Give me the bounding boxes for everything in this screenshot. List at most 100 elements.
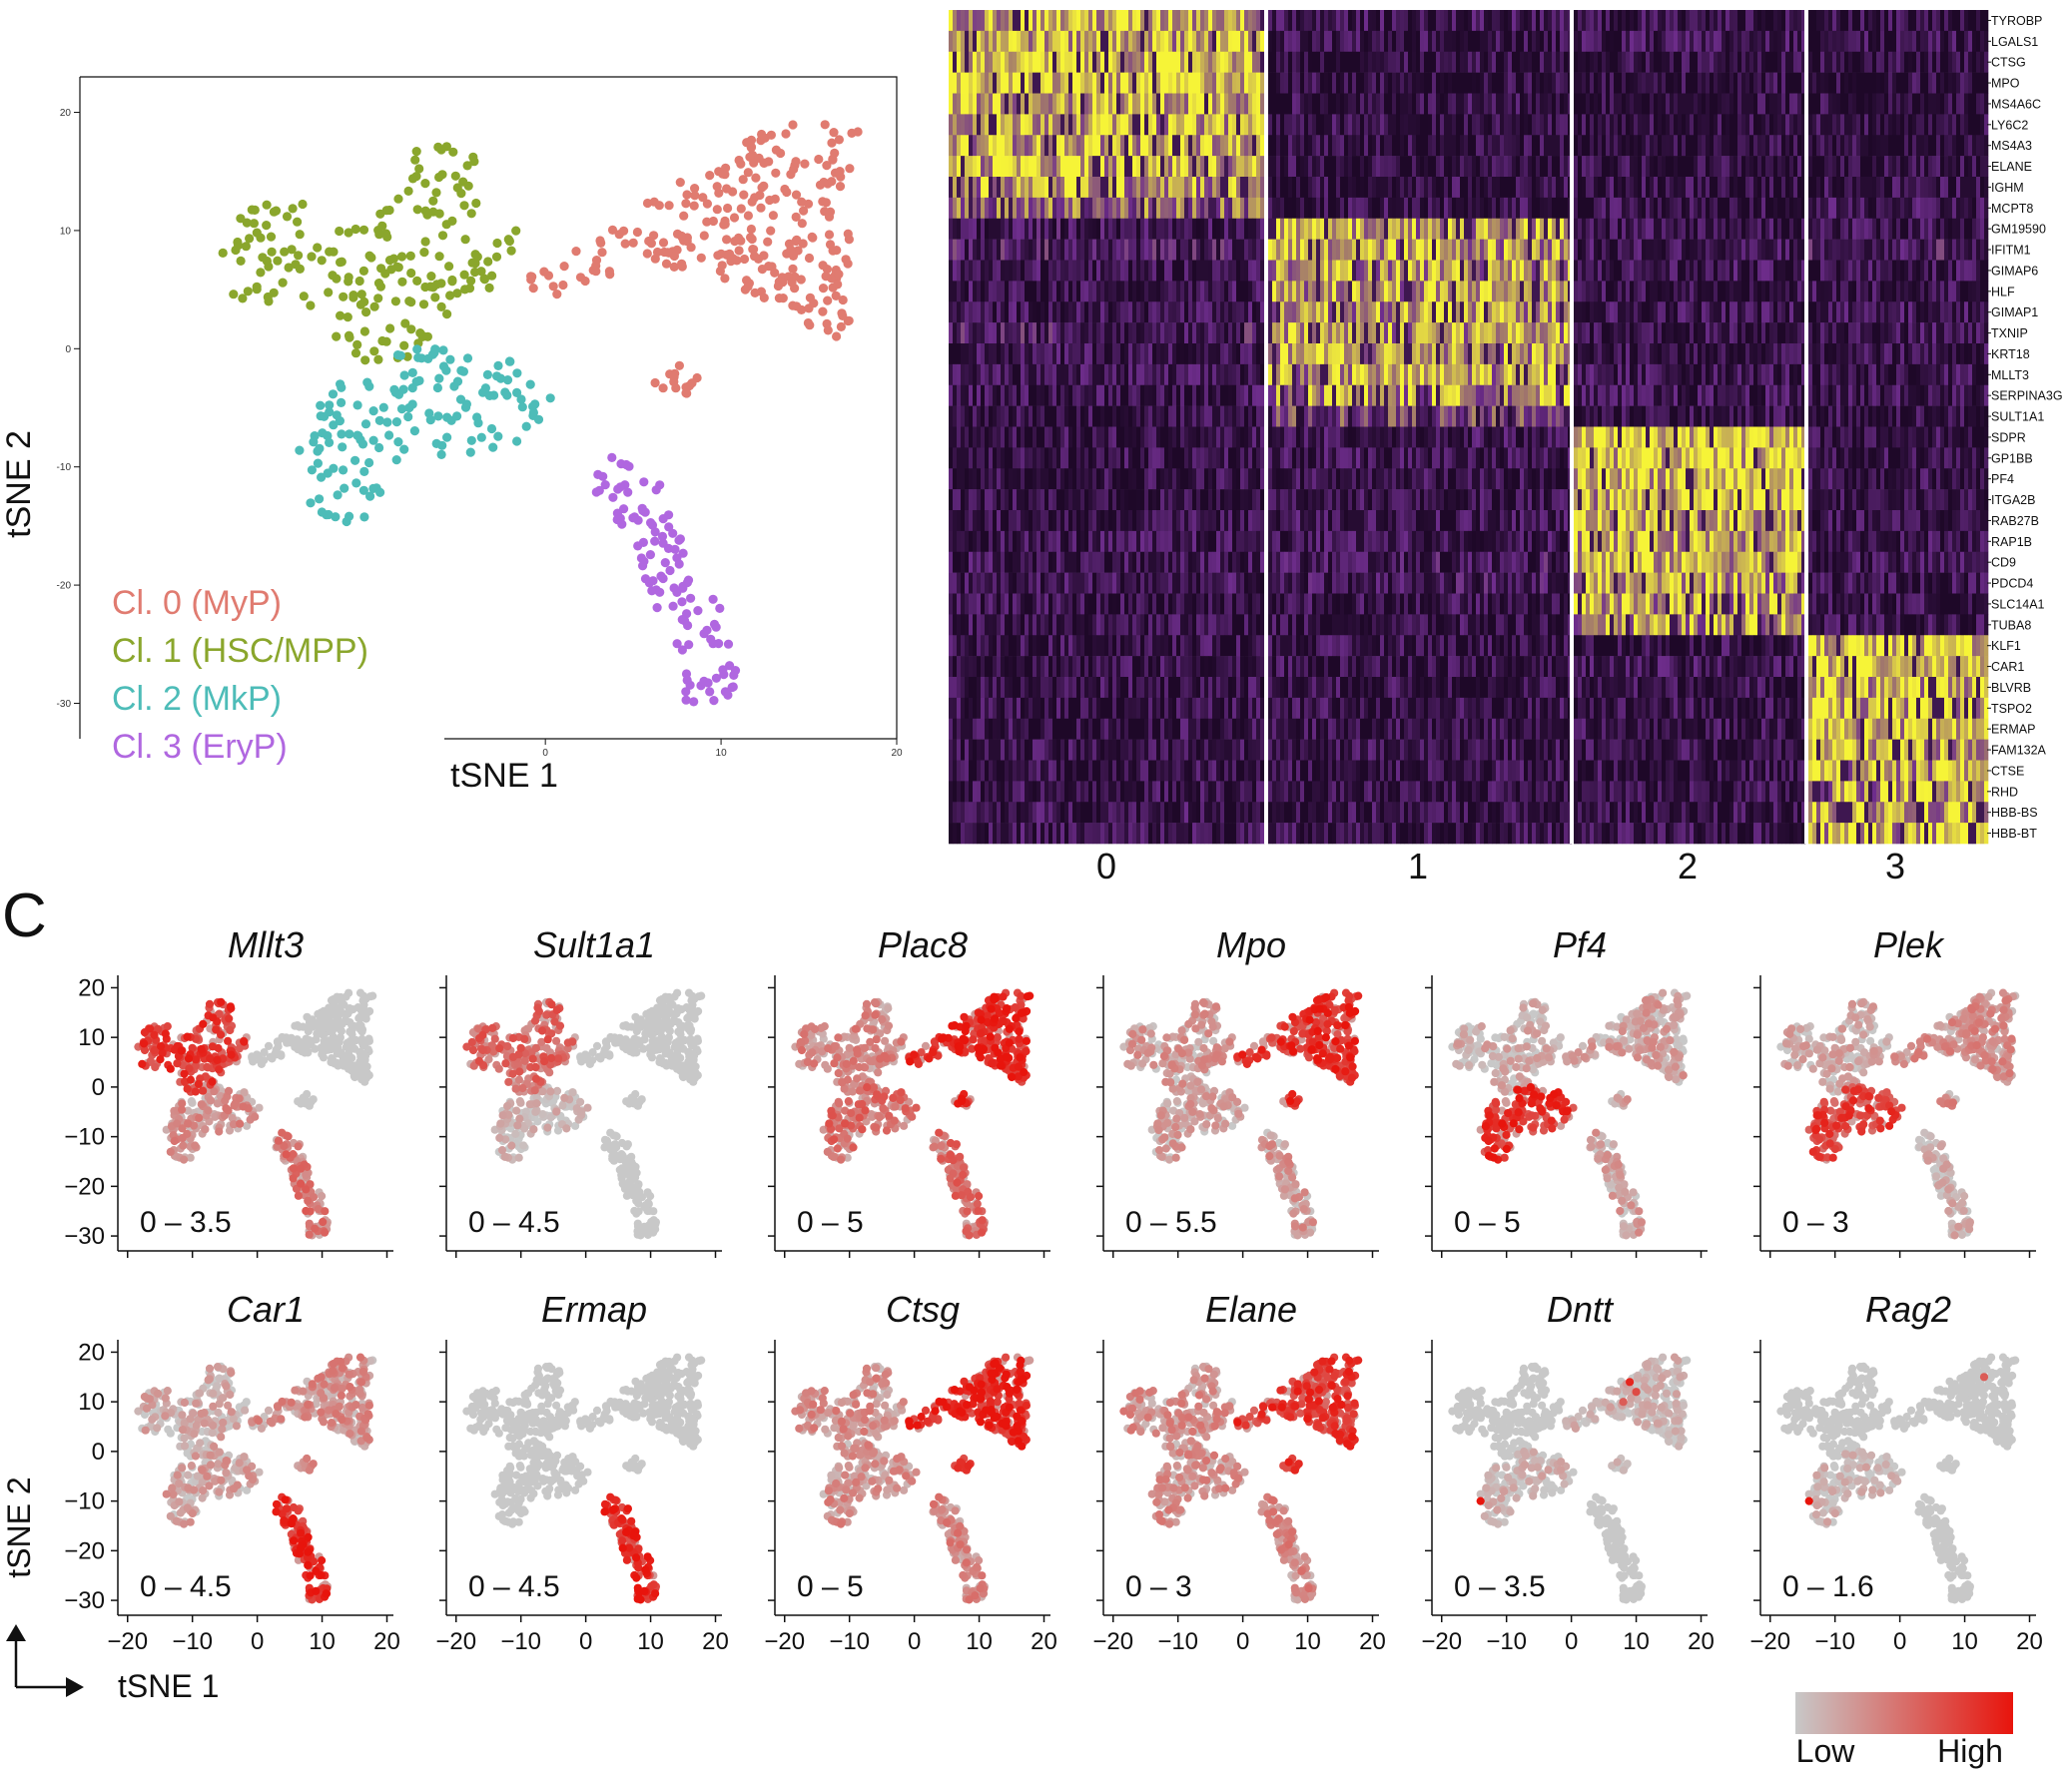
heatmap-cell xyxy=(1208,510,1212,531)
heatmap-cell xyxy=(1200,240,1204,261)
heatmap-cell xyxy=(985,52,989,73)
heatmap-cell xyxy=(1460,135,1464,156)
heatmap-cell xyxy=(1520,114,1524,135)
tsne-point xyxy=(262,221,271,230)
heatmap-cell xyxy=(1120,135,1124,156)
heatmap-cell xyxy=(1048,698,1052,719)
heatmap-cell xyxy=(1244,698,1248,719)
heatmap-cell xyxy=(1244,219,1248,240)
heatmap-cell xyxy=(981,364,985,385)
heatmap-cell xyxy=(1124,177,1128,198)
tsne-point xyxy=(746,233,755,242)
heatmap-cell xyxy=(1484,177,1488,198)
heatmap-cell xyxy=(1156,552,1160,573)
tsne-point xyxy=(822,272,831,281)
heatmap-cell xyxy=(1328,198,1332,219)
heatmap-cell xyxy=(1029,427,1033,448)
heatmap-cell xyxy=(1168,198,1172,219)
heatmap-cell xyxy=(973,73,977,94)
heatmap-cell xyxy=(1064,364,1068,385)
heatmap-cell xyxy=(1132,198,1136,219)
heatmap-cell xyxy=(1052,261,1056,282)
heatmap-cell xyxy=(1017,823,1021,844)
heatmap-cell xyxy=(1256,219,1260,240)
tsne-point xyxy=(616,514,625,523)
tsne-point xyxy=(337,398,345,407)
heatmap-cell xyxy=(1112,219,1116,240)
heatmap-cell xyxy=(1044,406,1048,427)
heatmap-cell xyxy=(1376,240,1380,261)
heatmap-cell xyxy=(1176,94,1180,115)
heatmap-cell xyxy=(1180,240,1184,261)
heatmap-cell xyxy=(1009,281,1013,301)
heatmap-cell xyxy=(1404,219,1408,240)
heatmap-cell xyxy=(1104,31,1108,52)
heatmap-cell xyxy=(1500,177,1504,198)
heatmap-cell xyxy=(1017,198,1021,219)
heatmap-cell xyxy=(1332,177,1336,198)
tsne-point xyxy=(755,154,764,163)
heatmap-cell xyxy=(1528,219,1532,240)
heatmap-cell xyxy=(1044,31,1048,52)
heatmap-cell xyxy=(1288,261,1292,282)
tsne-point xyxy=(825,230,834,239)
heatmap-cell xyxy=(1160,510,1164,531)
heatmap-cell xyxy=(1104,94,1108,115)
heatmap-cell xyxy=(1560,31,1564,52)
tsne-point xyxy=(769,211,778,220)
heatmap-cell xyxy=(989,156,993,177)
heatmap-cell xyxy=(977,740,981,761)
heatmap-cell xyxy=(1116,198,1120,219)
heatmap-cell xyxy=(1304,240,1308,261)
heatmap-cell xyxy=(1124,531,1128,552)
heatmap-cell xyxy=(1256,510,1260,531)
heatmap-cell xyxy=(1364,10,1368,31)
heatmap-cell xyxy=(1236,823,1240,844)
heatmap-cell xyxy=(1192,156,1196,177)
heatmap-cell xyxy=(957,219,961,240)
tsne-point xyxy=(601,480,610,489)
tsne-point xyxy=(744,138,753,147)
heatmap-cell xyxy=(1009,322,1013,343)
heatmap-cell xyxy=(1228,114,1232,135)
heatmap-cell xyxy=(1200,94,1204,115)
heatmap-cell xyxy=(1009,531,1013,552)
heatmap-cell xyxy=(1536,281,1540,301)
heatmap-cell xyxy=(1228,427,1232,448)
heatmap-cell xyxy=(1316,219,1320,240)
heatmap-cell xyxy=(1029,761,1033,782)
heatmap-cell xyxy=(1108,447,1112,468)
heatmap-cell xyxy=(1188,94,1192,115)
heatmap-cell xyxy=(1488,177,1492,198)
heatmap-cell xyxy=(1232,219,1236,240)
heatmap-cell xyxy=(1112,301,1116,322)
tsne-point xyxy=(690,202,699,211)
heatmap-cell xyxy=(1216,719,1220,740)
heatmap-cell xyxy=(1240,156,1244,177)
heatmap-cell xyxy=(1084,240,1088,261)
tsne-point xyxy=(369,346,378,355)
heatmap-cell xyxy=(1532,10,1536,31)
heatmap-cell xyxy=(1196,531,1200,552)
heatmap-cell xyxy=(949,698,953,719)
heatmap-cell xyxy=(1064,114,1068,135)
heatmap-cell xyxy=(1144,740,1148,761)
heatmap-cell xyxy=(1420,219,1424,240)
heatmap-cell xyxy=(1256,52,1260,73)
heatmap-cell xyxy=(1044,698,1048,719)
heatmap-cell xyxy=(1228,510,1232,531)
heatmap-cell xyxy=(1132,52,1136,73)
heatmap-cell xyxy=(1104,73,1108,94)
heatmap-cell xyxy=(1556,52,1560,73)
heatmap-cell xyxy=(1044,73,1048,94)
heatmap-cell xyxy=(1496,261,1500,282)
heatmap-cell xyxy=(1244,531,1248,552)
heatmap-cell xyxy=(1332,52,1336,73)
heatmap-cell xyxy=(949,427,953,448)
heatmap-cell xyxy=(1040,781,1044,802)
heatmap-cell xyxy=(1048,301,1052,322)
heatmap-cell xyxy=(1248,573,1252,594)
heatmap-cell xyxy=(1168,364,1172,385)
heatmap-cell xyxy=(1424,135,1428,156)
heatmap-cell xyxy=(1033,261,1036,282)
